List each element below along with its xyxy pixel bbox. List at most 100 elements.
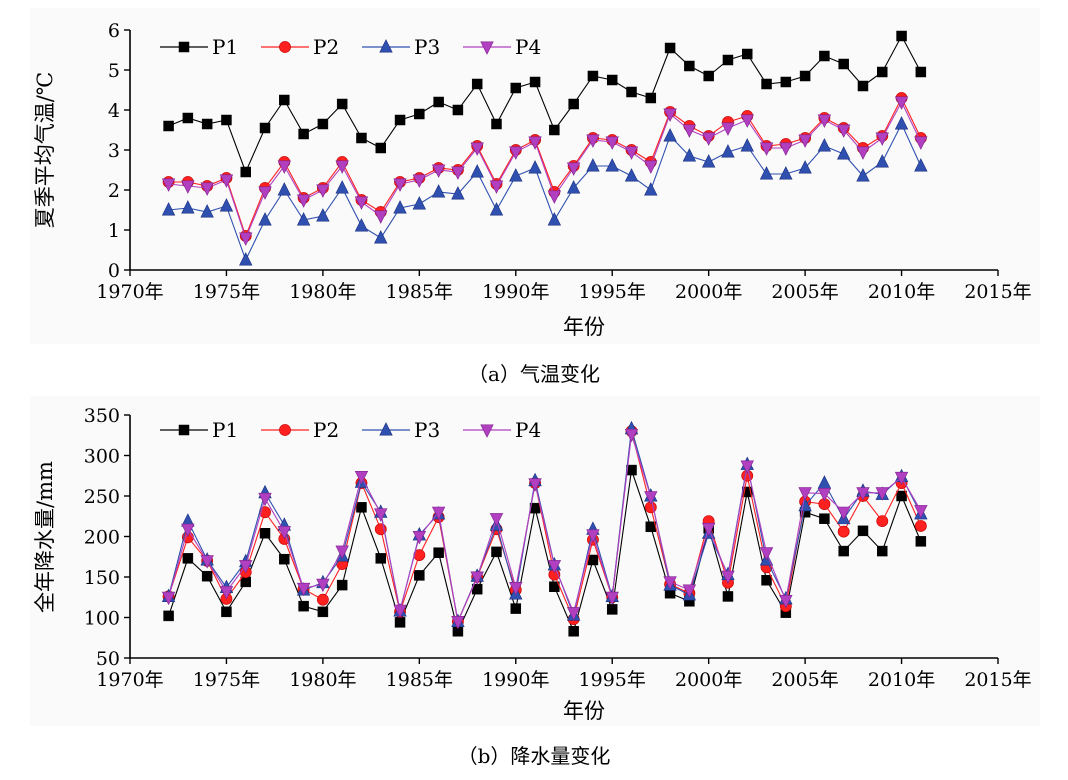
data-point-p1: [510, 82, 522, 94]
y-axis-title: 夏季平均气温/℃: [33, 72, 57, 229]
panel-precipitation: 50 100 150 200 250 300 350 1970年 1975年 1980年 1985年…: [30, 396, 1040, 768]
data-point-p1: [221, 606, 232, 618]
data-point-p1: [549, 124, 560, 136]
data-point-p1: [819, 513, 830, 524]
data-point-p3: [451, 186, 465, 200]
data-point-p4: [837, 124, 851, 138]
panel-temperature: 0 1 2 3 4 5 6 1970年 1975年 1980年 1985年 1990年 1995年 200…: [30, 8, 1040, 386]
data-point-p4: [219, 174, 234, 188]
data-point-p4: [547, 190, 562, 204]
legend-label-p2: P2: [313, 35, 339, 59]
data-point-p4: [663, 108, 677, 122]
data-point-p4: [258, 186, 272, 200]
y-tick-label: 5: [108, 60, 120, 82]
data-point-p1: [915, 66, 927, 78]
data-point-p1: [182, 553, 194, 564]
data-point-p3: [296, 212, 311, 226]
legend: P1 P2 P3 P4: [160, 418, 541, 442]
data-point-p4: [296, 194, 311, 208]
data-point-p1: [491, 118, 502, 130]
y-tick-label: 350: [84, 405, 120, 427]
data-point-p3: [161, 202, 176, 216]
data-point-p4: [451, 166, 465, 180]
data-point-p1: [336, 98, 348, 110]
data-point-p4: [682, 124, 697, 138]
data-point-p1: [684, 60, 695, 72]
data-point-p4: [335, 160, 349, 174]
series-p4: [161, 428, 928, 630]
panel-caption: （a）气温变化: [468, 362, 600, 386]
data-point-p3: [798, 160, 812, 174]
data-point-p4: [354, 471, 369, 485]
legend-label-p1: P1: [212, 418, 238, 442]
data-point-p1: [606, 604, 618, 615]
data-point-p4: [894, 96, 909, 110]
series-p4: [161, 96, 928, 246]
data-point-p3: [393, 200, 407, 214]
data-point-p3: [682, 148, 697, 162]
x-tick-label: 2000年: [675, 669, 742, 691]
data-point-p4: [586, 134, 600, 148]
legend-label-p2: P2: [313, 418, 339, 442]
data-point-p3: [528, 160, 542, 174]
data-point-p4: [566, 607, 581, 621]
data-point-p4: [759, 142, 774, 156]
y-tick-label: 2: [108, 180, 120, 202]
data-point-p1: [838, 58, 849, 70]
data-point-p3: [509, 168, 523, 182]
y-tick-label: 300: [84, 446, 120, 468]
data-point-p1: [857, 525, 869, 537]
data-point-p1: [722, 591, 734, 602]
data-point-p1: [529, 76, 541, 88]
data-point-p4: [509, 582, 523, 596]
data-point-p1: [336, 579, 348, 591]
data-point-p1: [915, 536, 927, 547]
y-tick-label: 250: [84, 486, 120, 508]
legend-marker-p2: [279, 41, 291, 53]
data-point-p4: [721, 122, 735, 136]
data-point-p3: [779, 166, 793, 180]
data-point-p3: [316, 208, 330, 222]
x-tick-label: 2000年: [675, 281, 742, 303]
legend: P1 P2 P3 P4: [160, 35, 541, 59]
x-tick-label: 1970年: [96, 669, 163, 691]
data-point-p4: [412, 174, 427, 188]
data-point-p3: [412, 196, 427, 210]
data-point-p4: [586, 529, 600, 543]
data-point-p1: [240, 166, 251, 178]
data-point-p3: [875, 154, 889, 168]
data-point-p2: [876, 515, 889, 528]
series-line-p1: [168, 469, 922, 633]
x-tick-label: 1995年: [579, 281, 646, 303]
data-point-p4: [701, 522, 716, 537]
series-p1: [163, 464, 927, 637]
data-point-p1: [163, 610, 174, 622]
data-point-p1: [877, 66, 888, 78]
data-point-p4: [451, 616, 465, 630]
x-tick-label: 2010年: [868, 281, 935, 303]
data-point-p3: [914, 158, 928, 172]
data-point-p1: [201, 118, 213, 130]
data-point-p1: [896, 490, 907, 502]
data-point-p4: [779, 142, 793, 156]
data-point-p1: [375, 142, 387, 154]
data-point-p4: [644, 160, 658, 174]
data-point-p3: [335, 180, 349, 194]
y-tick-label: 150: [84, 567, 120, 589]
data-point-p4: [412, 530, 427, 545]
data-point-p1: [780, 76, 792, 88]
x-tick-label: 1980年: [289, 281, 356, 303]
data-point-p1: [645, 92, 657, 104]
data-point-p1: [279, 94, 290, 106]
data-point-p4: [914, 505, 928, 519]
legend-marker-p3: [379, 422, 393, 436]
data-point-p4: [798, 487, 812, 501]
data-point-p1: [356, 502, 367, 513]
y-tick-label: 50: [96, 648, 120, 670]
legend-label-p1: P1: [212, 35, 238, 59]
data-point-p4: [489, 180, 504, 194]
data-point-p4: [624, 146, 639, 160]
x-tick-label: 2015年: [964, 669, 1031, 691]
data-point-p4: [200, 555, 214, 569]
